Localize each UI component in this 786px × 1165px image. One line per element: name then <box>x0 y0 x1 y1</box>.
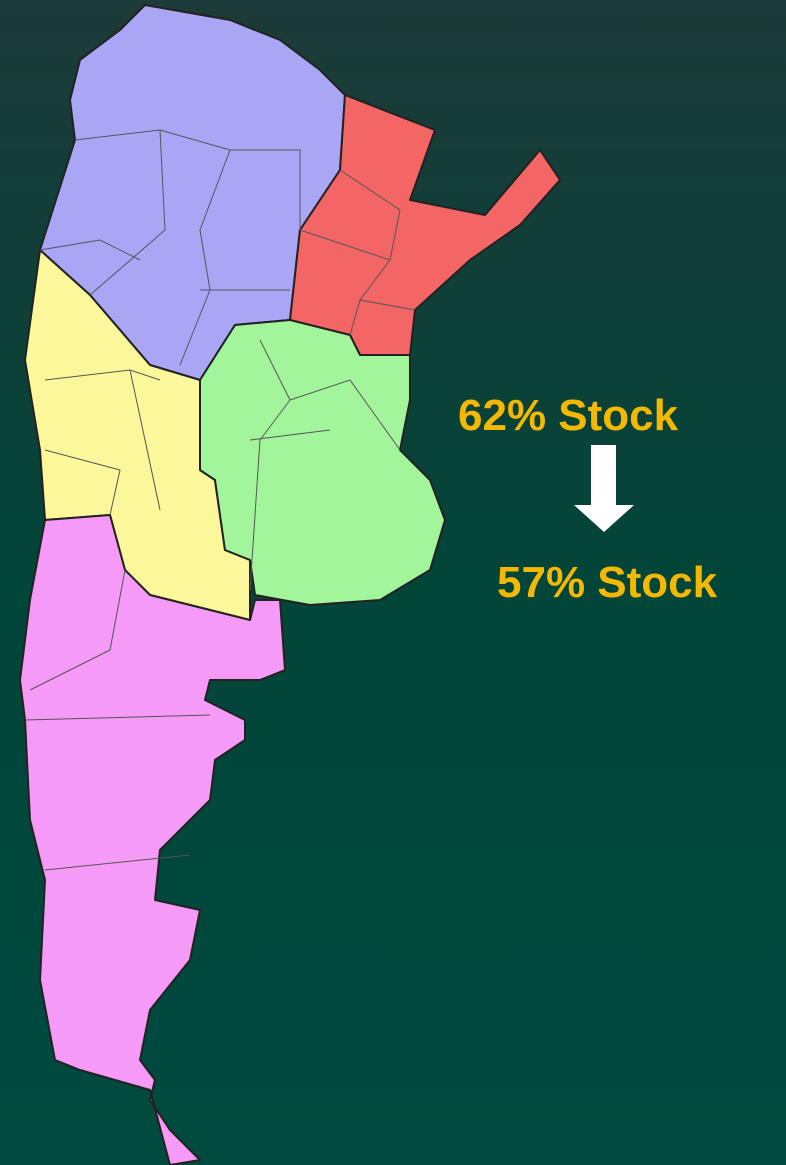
region-patagonia <box>19 514 286 1165</box>
map <box>19 4 561 1165</box>
region-pampa <box>199 319 446 606</box>
stock-after-label: 57% Stock <box>497 558 718 607</box>
stock-before-label: 62% Stock <box>458 391 679 440</box>
province-borders <box>24 129 416 871</box>
region-northeast <box>289 94 561 356</box>
decrease-arrow <box>574 445 634 532</box>
